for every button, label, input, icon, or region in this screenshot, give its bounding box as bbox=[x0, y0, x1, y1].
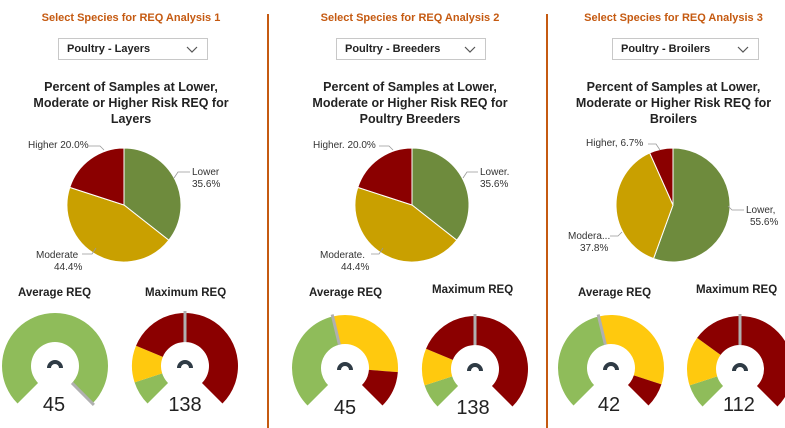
maximum-req-gauge bbox=[687, 314, 785, 407]
analysis-panel-2: Select Species for REQ Analysis 2 Poultr… bbox=[275, 0, 545, 428]
gauge-band-yellow bbox=[332, 315, 398, 373]
pie-title: Percent of Samples at Lower, Moderate or… bbox=[557, 79, 785, 127]
chevron-down-icon bbox=[464, 46, 476, 53]
gauge-hub-icon bbox=[177, 360, 193, 368]
gauge-band-red bbox=[627, 375, 662, 406]
pie-title: Percent of Samples at Lower, Moderate or… bbox=[0, 79, 262, 127]
analysis-panel-1: Select Species for REQ Analysis 1 Poultr… bbox=[0, 0, 262, 428]
pie-title-line: Poultry Breeders bbox=[359, 112, 461, 126]
gauge-hub-icon bbox=[732, 363, 748, 371]
select-species-title: Select Species for REQ Analysis 2 bbox=[320, 12, 500, 24]
pie-slice-higher bbox=[69, 147, 125, 206]
average-req-gauge bbox=[292, 314, 398, 406]
pie-label-lower-value: 35.6% bbox=[480, 179, 509, 190]
average-req-gauge bbox=[2, 313, 109, 406]
select-species-title: Select Species for REQ Analysis 1 bbox=[41, 12, 221, 24]
average-req-value: 42 bbox=[597, 394, 621, 416]
pie-slice-lower bbox=[411, 147, 470, 241]
gauge-hub-icon bbox=[47, 360, 63, 368]
gauge-band-green bbox=[558, 316, 606, 406]
gauge-band-yellow bbox=[422, 348, 453, 386]
species-dropdown[interactable]: Poultry - Layers bbox=[58, 38, 208, 60]
gauge-needle bbox=[330, 314, 341, 346]
dropdown-value: Poultry - Layers bbox=[67, 43, 151, 55]
gauge-band-red bbox=[426, 316, 528, 407]
gauge-band-red bbox=[136, 313, 238, 404]
pie-label-lower-value: 35.6% bbox=[192, 179, 221, 190]
pie-label-higher: Higher, 6.7% bbox=[586, 138, 644, 149]
pie-title-line: Broilers bbox=[649, 112, 698, 126]
panel-divider bbox=[267, 14, 269, 428]
gauge-band-green bbox=[292, 316, 340, 406]
average-req-title: Average REQ bbox=[309, 287, 383, 299]
gauge-band-red bbox=[361, 369, 398, 406]
gauge-needle bbox=[70, 381, 95, 406]
average-req-title: Average REQ bbox=[18, 287, 92, 299]
gauge-band-green bbox=[689, 376, 724, 407]
pie-slice-higher bbox=[357, 147, 413, 206]
gauge-band-red bbox=[697, 316, 785, 407]
pie-label-moderate-value: 37.8% bbox=[580, 243, 609, 254]
pie-label-moderate-name: Moderate bbox=[36, 250, 79, 261]
gauge-hub-icon bbox=[603, 362, 619, 370]
pie-title-line: Percent of Samples at Lower, bbox=[586, 80, 761, 94]
pie-label-lower-name: Lower bbox=[192, 167, 220, 178]
dropdown-value: Poultry - Breeders bbox=[345, 43, 441, 55]
pie-title-line: Moderate or Higher Risk REQ for bbox=[33, 96, 229, 110]
select-species-title: Select Species for REQ Analysis 3 bbox=[584, 12, 763, 24]
pie-label-moderate-name: Modera... bbox=[568, 231, 611, 242]
pie-slice-higher bbox=[649, 147, 674, 206]
maximum-req-value: 138 bbox=[168, 394, 202, 416]
gauge-hub-icon bbox=[467, 363, 483, 371]
pie-label-lower-name: Lower, bbox=[746, 205, 776, 216]
risk-pie-chart bbox=[354, 147, 470, 263]
pie-label-higher: Higher. 20.0% bbox=[313, 140, 376, 151]
pie-label-moderate-value: 44.4% bbox=[341, 262, 370, 273]
risk-pie-chart bbox=[66, 147, 182, 263]
maximum-req-title: Maximum REQ bbox=[432, 284, 514, 296]
analysis-panel-3: Select Species for REQ Analysis 3 Poultr… bbox=[552, 0, 785, 428]
pie-title-line: Percent of Samples at Lower, bbox=[44, 80, 218, 94]
chevron-down-icon bbox=[737, 46, 749, 53]
pie-label-higher: Higher 20.0% bbox=[28, 140, 89, 151]
dropdown-value: Poultry - Broilers bbox=[621, 43, 711, 55]
pie-slice-moderate bbox=[66, 186, 170, 263]
pie-label-moderate-value: 44.4% bbox=[54, 262, 83, 273]
pie-title-line: Percent of Samples at Lower, bbox=[323, 80, 497, 94]
gauge-band-green bbox=[424, 376, 459, 407]
pie-title: Percent of Samples at Lower, Moderate or… bbox=[275, 79, 545, 127]
maximum-req-value: 138 bbox=[456, 397, 490, 419]
maximum-req-title: Maximum REQ bbox=[145, 287, 227, 299]
pie-label-lower-value: 55.6% bbox=[750, 217, 779, 228]
gauge-band-yellow bbox=[687, 337, 721, 386]
species-dropdown[interactable]: Poultry - Breeders bbox=[336, 38, 486, 60]
panel-divider bbox=[546, 14, 548, 428]
gauge-band-yellow bbox=[598, 315, 664, 385]
maximum-req-title: Maximum REQ bbox=[696, 284, 778, 296]
average-req-value: 45 bbox=[42, 394, 66, 416]
gauge-hub-icon bbox=[337, 362, 353, 370]
maximum-req-gauge bbox=[132, 311, 238, 404]
gauge-band-green bbox=[134, 373, 169, 404]
gauge-band-yellow bbox=[132, 345, 163, 383]
maximum-req-value: 112 bbox=[723, 394, 755, 416]
pie-label-lower-name: Lower. bbox=[480, 167, 510, 178]
pie-title-line: Moderate or Higher Risk REQ for bbox=[575, 96, 772, 110]
gauge-needle bbox=[596, 314, 607, 346]
pie-slice-lower bbox=[652, 147, 731, 263]
chevron-down-icon bbox=[186, 46, 198, 53]
pie-slice-moderate bbox=[615, 152, 674, 260]
maximum-req-gauge bbox=[422, 314, 528, 407]
pie-title-line: Layers bbox=[110, 112, 152, 126]
average-req-gauge bbox=[558, 314, 664, 406]
risk-pie-chart bbox=[615, 147, 731, 263]
pie-title-line: Moderate or Higher Risk REQ for bbox=[312, 96, 508, 110]
average-req-value: 45 bbox=[333, 397, 357, 419]
pie-slice-moderate bbox=[354, 186, 458, 263]
average-req-title: Average REQ bbox=[578, 287, 652, 299]
gauge-band-green bbox=[2, 313, 109, 404]
pie-slice-lower bbox=[123, 147, 182, 241]
pie-label-moderate-name: Moderate. bbox=[320, 250, 366, 261]
species-dropdown[interactable]: Poultry - Broilers bbox=[612, 38, 759, 60]
